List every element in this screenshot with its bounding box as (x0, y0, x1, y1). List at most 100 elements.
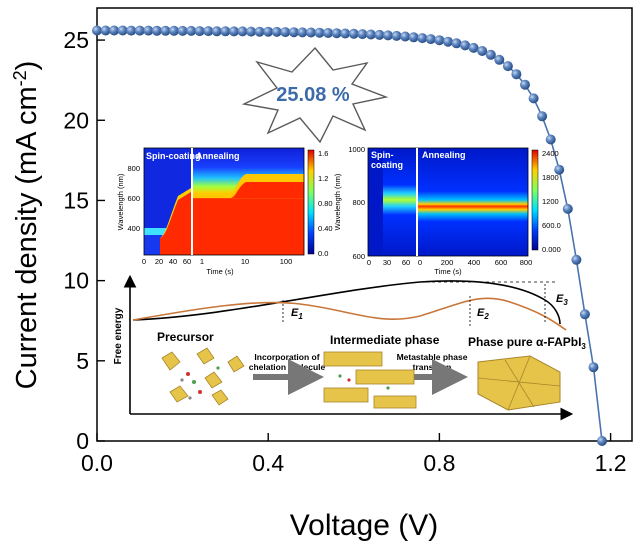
jv-data-point (502, 61, 513, 72)
inset-right-cbar-tick: 2400 (542, 149, 559, 158)
jv-data-point (537, 111, 548, 122)
inset-right-cbar-tick: 1200 (542, 197, 559, 206)
inset-left-cbar-tick: 0.0 (318, 249, 328, 258)
inset-right-xtick: 0 (418, 258, 422, 267)
y-tick-label: 5 (76, 348, 89, 374)
jv-data-point (100, 25, 111, 36)
step1-label: Incorporation of (254, 352, 319, 362)
jv-data-point (520, 79, 530, 90)
jv-data-point (425, 34, 436, 45)
jv-data-point (186, 25, 197, 36)
jv-data-point (554, 164, 565, 175)
inset-left-xtick: 100 (280, 257, 293, 266)
energy-curve-black (132, 280, 561, 325)
plot-frame (96, 7, 633, 442)
inset-right-xtick: 0 (367, 258, 371, 267)
inset-right-xtick: 30 (383, 258, 391, 267)
y-tick-label: 20 (63, 107, 89, 133)
y-tick-label: 25 (63, 27, 89, 53)
jv-data-point (331, 28, 342, 39)
inset-left-spin-label: Spin-coating (146, 151, 201, 161)
precursor-molecules-image (161, 347, 245, 406)
jv-data-point (126, 25, 137, 36)
inset-right-xtick: 800 (520, 258, 533, 267)
free-energy-diagram: Free energy E1 E2 E3 Precursor Intermedi… (113, 274, 586, 421)
x-axis-ticks: 0.0 0.4 0.8 1.2 (81, 433, 627, 476)
jv-data-point (323, 28, 334, 38)
jv-data-point (92, 25, 102, 36)
jv-data-point (288, 27, 299, 38)
inset-left-cbar-tick: 1.6 (318, 149, 328, 158)
energy-curve-orange (132, 297, 567, 331)
step2-label: Metastable phase (397, 352, 468, 362)
jv-data-point (494, 54, 505, 65)
inset-left-ytick: 400 (127, 224, 140, 233)
inset-right-spin-label: Spin- (371, 150, 394, 160)
jv-data-point (117, 25, 128, 36)
inset-right-ytick: 1000 (348, 145, 365, 154)
inset-right-heatmap: Spin- coating Annealing Wavelength (nm) … (333, 145, 561, 276)
jv-data-point (134, 25, 145, 36)
inset-right-ytick: 800 (352, 198, 365, 207)
jv-data-point (169, 25, 179, 36)
jv-data-point (545, 134, 556, 145)
jv-data-point (400, 31, 411, 42)
jv-data-point (562, 203, 573, 214)
inset-left-ytick: 600 (127, 194, 140, 203)
jv-data-point (365, 29, 376, 40)
jv-data-point (211, 26, 222, 37)
jv-data-point (408, 32, 419, 43)
jv-data-point (391, 30, 402, 41)
inset-left-xtick: 10 (241, 257, 249, 266)
inset-right-xtick: 600 (495, 258, 508, 267)
jv-data-point (340, 28, 351, 39)
jv-data-point (263, 26, 274, 37)
y-axis-ticks: 0 5 10 15 20 25 (63, 27, 105, 454)
pce-starburst: 25.08 % (241, 46, 389, 144)
inset-right-xlabel: Time (s) (434, 267, 462, 276)
jv-data-point (417, 33, 428, 44)
jv-data-point (579, 309, 590, 320)
inset-left-cbar-tick: 0.40 (318, 224, 333, 233)
inset-left-ylabel: Wavelength (nm) (116, 173, 125, 230)
y-tick-label: 10 (63, 268, 89, 294)
inset-right-ylabel: Wavelength (nm) (333, 173, 342, 230)
jv-data-point (468, 42, 479, 53)
intermediate-phase-image (323, 351, 417, 409)
energy-ylabel: Free energy (113, 307, 124, 364)
jv-data-point (194, 26, 205, 37)
x-tick-label: 1.2 (595, 450, 627, 476)
x-tick-label: 0.4 (252, 450, 284, 476)
jv-data-point (271, 26, 282, 37)
inset-left-heatmap: Spin-coating Annealing Wavelength (nm) 8… (116, 147, 333, 276)
jv-data-point (237, 26, 248, 37)
jv-data-point (220, 26, 231, 37)
inset-right-xtick: 400 (468, 258, 481, 267)
jv-data-point (528, 93, 539, 104)
inset-right-cbar-tick: 0.000 (542, 245, 561, 254)
inset-right-anneal-label: Annealing (422, 150, 466, 160)
inset-left-xtick: 1 (200, 257, 204, 266)
jv-data-point (588, 362, 599, 373)
stage-precursor: Precursor (157, 330, 214, 344)
jv-data-point (511, 69, 522, 80)
jv-data-point (451, 38, 462, 49)
jv-data-point (357, 29, 368, 40)
jv-data-point (306, 27, 316, 38)
jv-data-point (246, 26, 257, 37)
jv-data-point (203, 26, 214, 37)
inset-left-ytick: 800 (127, 164, 140, 173)
x-tick-label: 0.0 (81, 450, 113, 476)
y-tick-label: 0 (76, 428, 89, 454)
stage-final: Phase pure α-FAPbI3 (468, 335, 586, 351)
inset-left-anneal-label: Annealing (196, 151, 240, 161)
inset-left-colorbar (307, 149, 315, 255)
jv-data-point (460, 40, 471, 51)
inset-right-colorbar (531, 149, 539, 251)
y-axis-title: Current density (mA cm-2) (10, 61, 43, 390)
jv-data-point (434, 35, 445, 46)
inset-right-ytick: 600 (352, 252, 365, 261)
energy-e2: E2 (477, 307, 489, 321)
jv-data-point (477, 46, 488, 56)
